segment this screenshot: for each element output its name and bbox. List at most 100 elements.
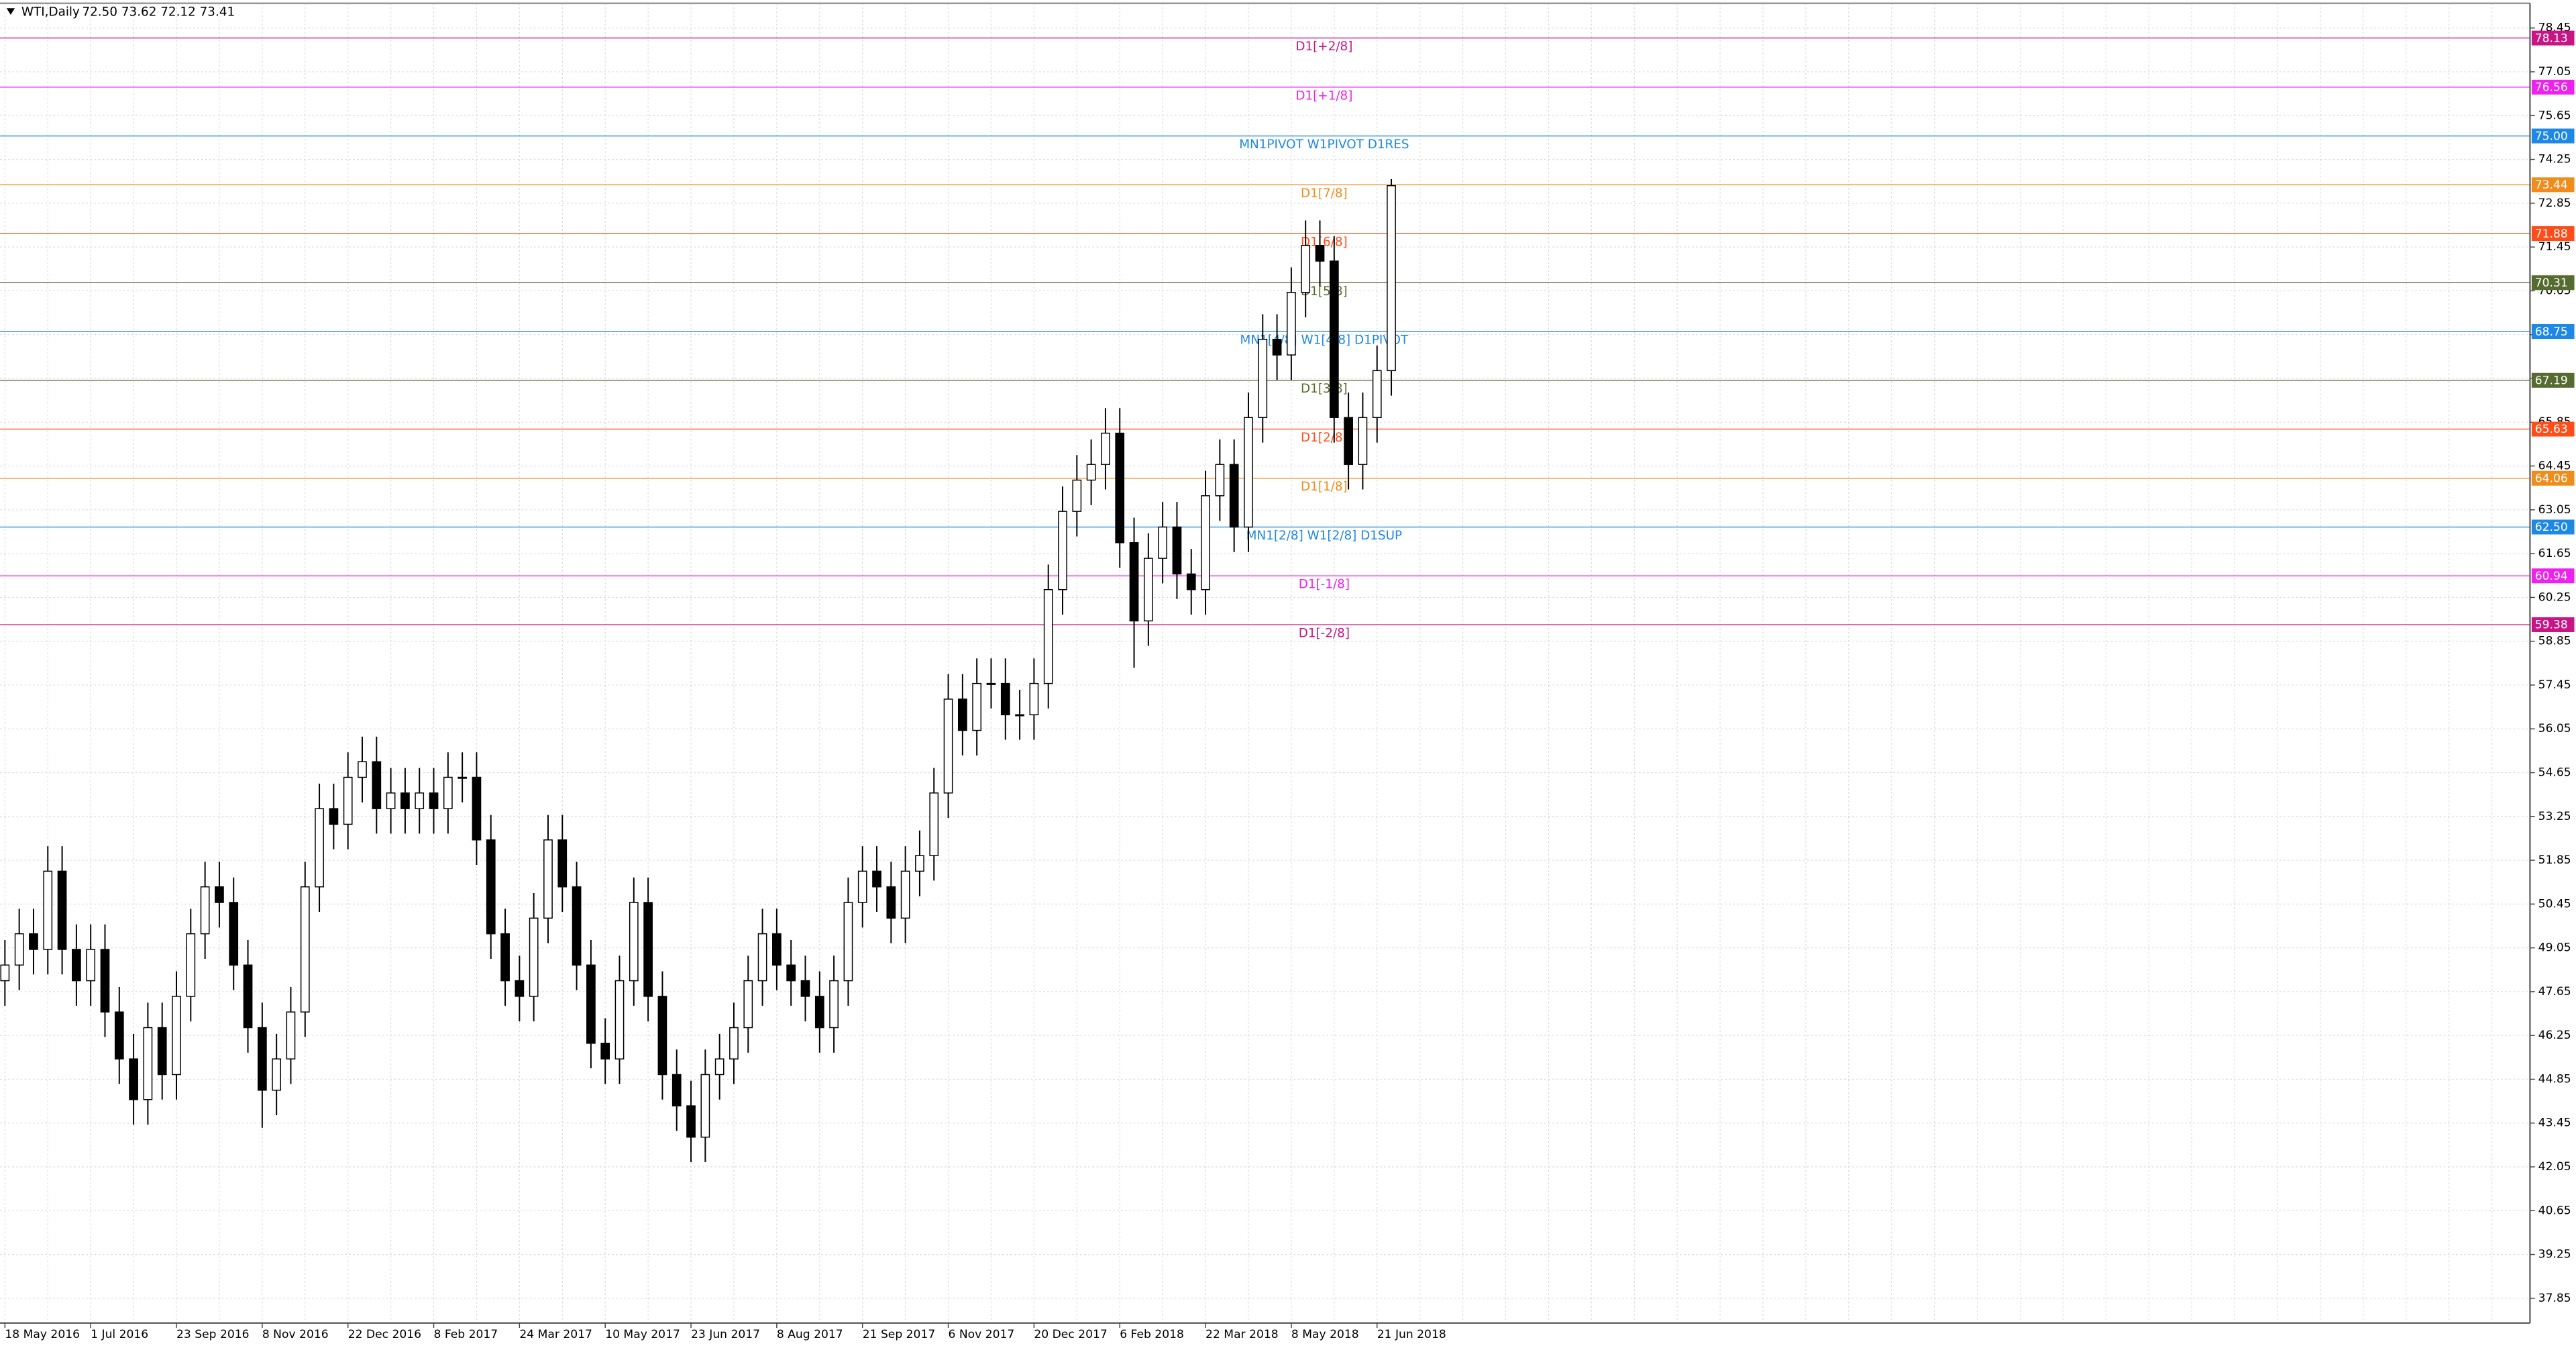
y-tick-label: 63.05 bbox=[2538, 503, 2571, 517]
candle-body bbox=[643, 902, 653, 997]
y-tick-label: 54.65 bbox=[2538, 766, 2571, 780]
candle-body bbox=[557, 839, 568, 888]
candle-body bbox=[1058, 511, 1067, 590]
candle-body bbox=[186, 933, 196, 997]
candle-body bbox=[1043, 588, 1053, 684]
candle-body bbox=[72, 949, 81, 982]
candle-body bbox=[472, 776, 482, 841]
x-tick-label: 8 Feb 2017 bbox=[434, 1328, 498, 1341]
level-label: MN1[2/8] W1[2/8] D1SUP bbox=[1246, 529, 1402, 543]
y-tick-label: 37.85 bbox=[2538, 1292, 2571, 1305]
candle-body bbox=[614, 980, 625, 1059]
candle-body bbox=[157, 1027, 167, 1076]
x-tick-label: 23 Jun 2017 bbox=[691, 1328, 760, 1341]
candle-body bbox=[429, 792, 439, 809]
candle-body bbox=[329, 808, 339, 825]
x-tick-label: 22 Dec 2016 bbox=[348, 1328, 421, 1341]
candle-body bbox=[1129, 542, 1139, 622]
level-label: MN1PIVOT W1PIVOT D1RES bbox=[1239, 138, 1409, 152]
candle-body bbox=[1329, 260, 1339, 419]
candle-body bbox=[286, 1011, 296, 1059]
price-box-label: 60.94 bbox=[2535, 570, 2568, 583]
y-tick-label: 61.65 bbox=[2538, 547, 2571, 560]
candle-body bbox=[458, 776, 467, 779]
price-box bbox=[2531, 177, 2575, 193]
candle-body bbox=[743, 980, 753, 1029]
candle-body bbox=[1287, 292, 1296, 356]
candle-body bbox=[814, 996, 824, 1029]
candle-body bbox=[129, 1058, 138, 1100]
candle-body bbox=[1143, 558, 1153, 622]
price-box bbox=[2531, 275, 2575, 291]
price-box bbox=[2531, 372, 2575, 388]
x-tick-label: 6 Feb 2018 bbox=[1120, 1328, 1184, 1341]
y-tick-label: 75.65 bbox=[2538, 109, 2571, 122]
x-tick-label: 21 Jun 2018 bbox=[1377, 1328, 1446, 1341]
candle-body bbox=[572, 886, 582, 966]
candle-body bbox=[1158, 526, 1168, 559]
y-tick-label: 77.05 bbox=[2538, 65, 2571, 79]
candle-body bbox=[943, 698, 953, 794]
x-tick-label: 8 Nov 2016 bbox=[262, 1328, 329, 1341]
x-tick-label: 1 Jul 2016 bbox=[91, 1328, 148, 1341]
x-tick-label: 8 Aug 2017 bbox=[777, 1328, 843, 1341]
candle-body bbox=[1244, 417, 1253, 528]
candle-body bbox=[757, 933, 767, 982]
candle-body bbox=[215, 886, 224, 903]
level-label: D1[3/8] bbox=[1301, 382, 1348, 396]
candle-body bbox=[386, 792, 396, 809]
candle-body bbox=[343, 776, 353, 825]
price-box-label: 65.63 bbox=[2535, 423, 2568, 436]
candle-body bbox=[86, 949, 96, 982]
candle-body bbox=[729, 1027, 739, 1059]
y-tick-label: 40.65 bbox=[2538, 1204, 2571, 1217]
price-box bbox=[2531, 568, 2575, 584]
price-box bbox=[2531, 324, 2575, 340]
price-box-label: 70.31 bbox=[2535, 276, 2568, 290]
candle-body bbox=[1201, 495, 1210, 590]
x-tick-label: 18 May 2016 bbox=[5, 1328, 80, 1341]
price-box bbox=[2531, 128, 2575, 144]
price-box bbox=[2531, 617, 2575, 632]
y-tick-label: 43.45 bbox=[2538, 1117, 2571, 1130]
symbol-label: WTI,Daily bbox=[21, 5, 80, 19]
candle-body bbox=[300, 886, 310, 1013]
candle-body bbox=[1215, 464, 1225, 497]
x-tick-label: 23 Sep 2016 bbox=[176, 1328, 250, 1341]
candle-body bbox=[200, 886, 210, 935]
y-tick-label: 49.05 bbox=[2538, 941, 2571, 955]
candle-body bbox=[258, 1027, 267, 1091]
candle-body bbox=[143, 1027, 153, 1100]
level-label: D1[-2/8] bbox=[1299, 626, 1350, 640]
price-box-label: 73.44 bbox=[2535, 178, 2568, 192]
y-tick-label: 71.45 bbox=[2538, 240, 2571, 254]
candle-body bbox=[1272, 338, 1282, 356]
candle-body bbox=[529, 917, 539, 997]
candle-body bbox=[515, 980, 525, 997]
candle-body bbox=[829, 980, 839, 1029]
price-box-label: 68.75 bbox=[2535, 325, 2568, 339]
y-tick-label: 39.25 bbox=[2538, 1248, 2571, 1261]
candle-body bbox=[886, 886, 896, 919]
candle-body bbox=[1258, 338, 1268, 419]
candle-body bbox=[29, 933, 38, 950]
level-label: MN1[4/8] W1[4/8] D1PIVOT bbox=[1240, 333, 1409, 348]
x-tick-label: 10 May 2017 bbox=[605, 1328, 680, 1341]
candle-body bbox=[714, 1058, 724, 1076]
candle-body bbox=[229, 902, 239, 966]
price-box-label: 59.38 bbox=[2535, 619, 2568, 632]
price-box-label: 75.00 bbox=[2535, 130, 2568, 143]
candle-body bbox=[929, 792, 939, 856]
candle-body bbox=[372, 761, 382, 809]
price-box bbox=[2531, 519, 2575, 535]
candle-body bbox=[400, 792, 410, 809]
candle-body bbox=[1172, 526, 1182, 575]
y-tick-label: 64.45 bbox=[2538, 460, 2571, 473]
menu-arrow[interactable] bbox=[6, 8, 15, 15]
candle-body bbox=[600, 1043, 610, 1059]
candle-body bbox=[500, 933, 510, 982]
candle-body bbox=[315, 808, 324, 888]
candle-body bbox=[14, 933, 24, 966]
